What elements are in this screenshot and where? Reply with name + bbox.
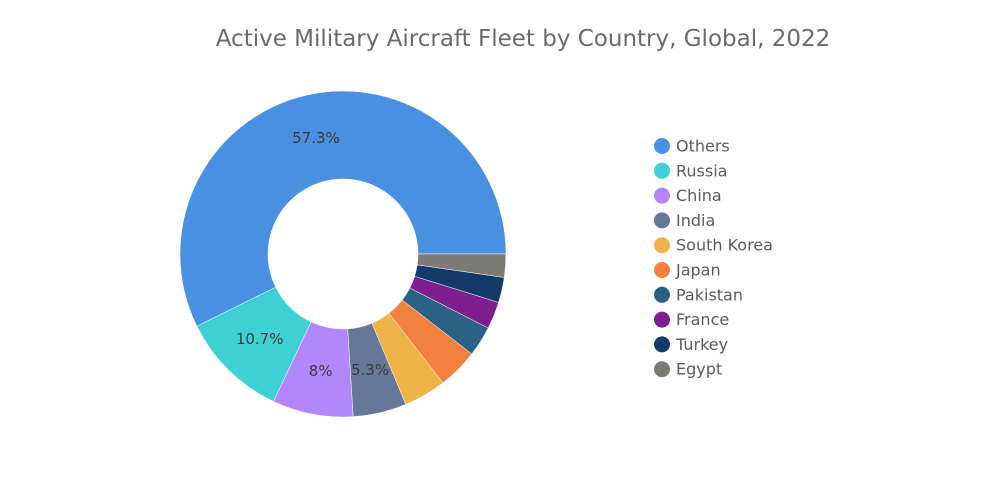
legend-label-others: Others [676, 137, 730, 156]
legend-item-india: India [654, 211, 715, 230]
legend-item-egypt: Egypt [654, 360, 722, 379]
legend-swatch-china [654, 187, 670, 204]
legend-swatch-turkey [654, 336, 670, 353]
slice-label-others: 57.3% [292, 129, 340, 147]
legend-label-russia: Russia [676, 161, 727, 180]
legend-swatch-south-korea [654, 237, 670, 254]
slice-labels-group: 57.3% 10.7% 8% 5.3% [236, 129, 389, 380]
slice-egypt [416, 253, 507, 278]
legend-item-russia: Russia [654, 161, 727, 180]
legend-label-egypt: Egypt [676, 360, 722, 379]
slice-label-russia: 10.7% [236, 330, 284, 348]
legend-swatch-others [654, 138, 670, 154]
legend-item-others: Others [654, 137, 730, 156]
legend-swatch-france [654, 311, 670, 328]
legend-label-turkey: Turkey [675, 335, 728, 354]
legend-item-south-korea: South Korea [654, 236, 773, 255]
slice-label-india: 5.3% [351, 361, 389, 379]
legend-item-france: France [654, 310, 729, 329]
slice-others [179, 90, 507, 327]
legend-swatch-japan [654, 262, 670, 278]
legend-label-india: India [676, 211, 715, 230]
legend-label-pakistan: Pakistan [676, 285, 743, 304]
legend-item-japan: Japan [654, 261, 721, 280]
slice-label-china: 8% [309, 362, 333, 380]
slices-group [179, 90, 507, 418]
chart-title: Active Military Aircraft Fleet by Countr… [216, 26, 831, 52]
legend-item-turkey: Turkey [654, 335, 728, 354]
legend-label-japan: Japan [675, 261, 721, 280]
legend-label-france: France [676, 310, 729, 329]
legend-swatch-egypt [654, 361, 670, 378]
legend-label-china: China [676, 186, 722, 205]
legend-swatch-pakistan [654, 286, 670, 303]
legend-swatch-russia [654, 162, 670, 179]
legend-swatch-india [654, 212, 670, 229]
legend: Others Russia China India South Korea Japan Pa… [654, 137, 773, 379]
legend-label-south-korea: South Korea [676, 236, 773, 255]
legend-item-china: China [654, 186, 722, 205]
legend-item-pakistan: Pakistan [654, 285, 743, 304]
